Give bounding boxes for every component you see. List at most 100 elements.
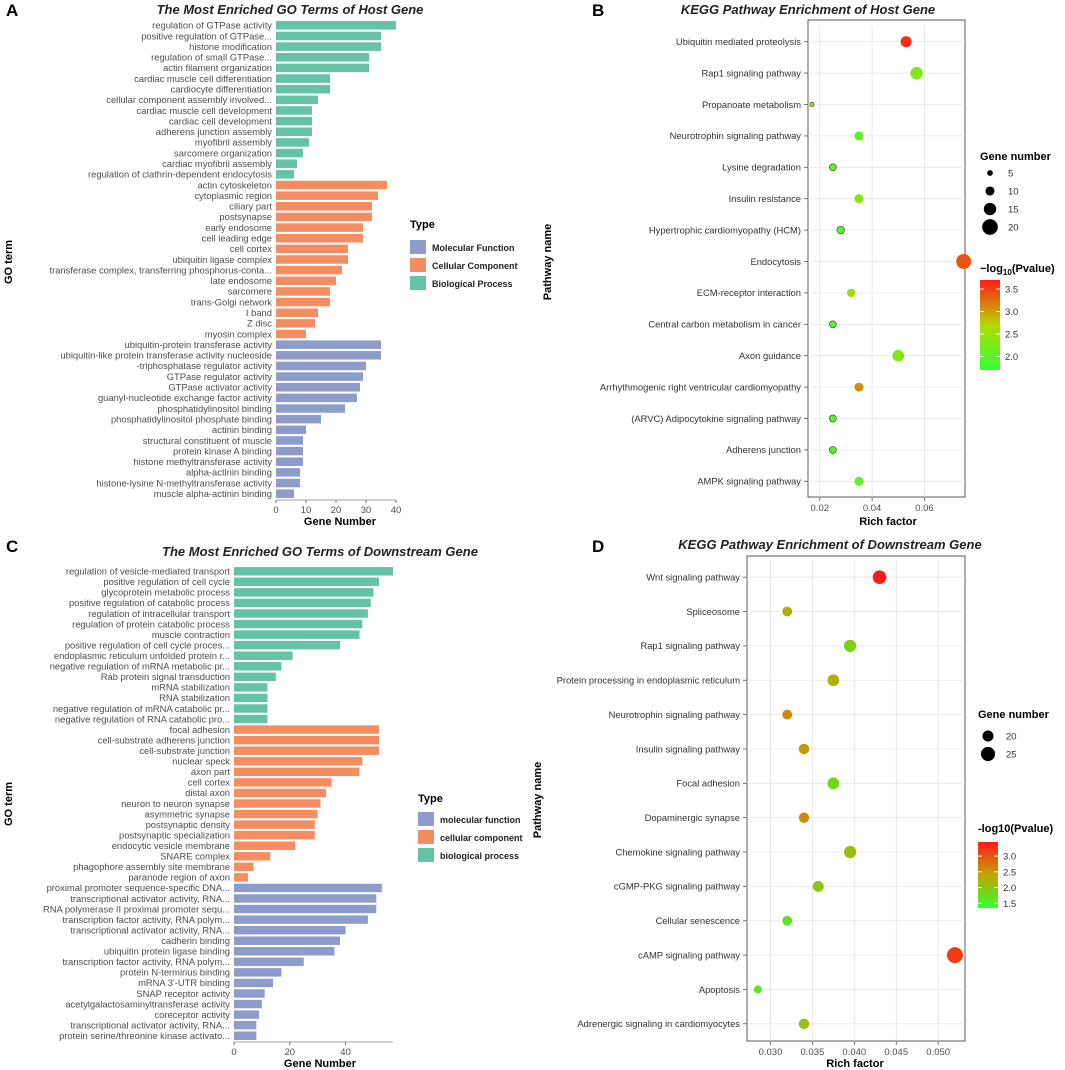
panel-c-category-label: cell cortex: [188, 777, 231, 788]
panel-b-color-title-prefix: −log: [980, 263, 1003, 275]
panel-a-bar: [276, 382, 360, 392]
panel-c-label: C: [6, 537, 18, 556]
panel-c-category-label: postsynaptic specialization: [119, 829, 230, 840]
panel-a-bar: [276, 287, 330, 296]
panel-b-pathway-label: Insulin resistance: [729, 193, 801, 204]
panel-a-legend-title: Type: [410, 219, 435, 231]
panel-a-bar: [276, 223, 363, 232]
panel-a-bar: [276, 74, 330, 83]
legend-swatch-molecular-function: [410, 240, 426, 254]
legend-label-cellular-component-c: cellular component: [440, 833, 523, 843]
panel-c-bar: [234, 577, 380, 587]
panel-b-size-legend-dot: [983, 202, 997, 216]
panel-d-point: [782, 915, 793, 926]
panel-a-category-label: sarcomere organization: [174, 147, 272, 158]
panel-d-point: [753, 985, 762, 994]
panel-a-category-label: structural constituent of muscle: [143, 435, 272, 446]
panel-b-color-legend-title: −log10(Pvalue): [980, 263, 1055, 277]
panel-b-pathway-label: AMPK signaling pathway: [697, 476, 801, 487]
panel-c-bars: regulation of vesicle-mediated transport…: [43, 566, 393, 1041]
panel-a-category-label: Z disc: [247, 318, 272, 329]
panel-c-legend-title: Type: [418, 793, 443, 805]
panel-c-category-label: neuron to neuron synapse: [121, 798, 230, 809]
panel-c-category-label: ubiquitin protein ligase binding: [104, 946, 230, 957]
panel-d-label: D: [592, 537, 604, 556]
panel-d-points: [753, 570, 963, 1030]
panel-d-pathway-label: cAMP signaling pathway: [638, 949, 740, 960]
panel-c-bar: [234, 640, 340, 650]
panel-b-pathway-label: Arrhythmogenic right ventricular cardiom…: [600, 381, 801, 392]
panel-a-bar: [276, 21, 396, 30]
panel-b-point: [829, 320, 837, 329]
legend-label-molecular-function-c: molecular function: [440, 815, 521, 825]
panel-d-x-tick-label: 0.035: [801, 1047, 825, 1058]
panel-a-bar: [276, 340, 381, 349]
panel-a-bar: [276, 63, 369, 73]
panel-b-x-tick-label: 0.04: [863, 503, 882, 514]
panel-a-category-label: histone methyltransferase activity: [133, 456, 272, 467]
panel-b-pathway-label: Propanoate metabolism: [702, 99, 801, 110]
panel-d-size-legend-label: 20: [1006, 732, 1017, 743]
panel-b-point: [854, 382, 864, 392]
panel-c-category-label: cell-substrate junction: [139, 745, 230, 756]
panel-a-bar: [276, 233, 363, 243]
panel-c-category-label: proximal promoter sequence-specific DNA.…: [47, 882, 230, 893]
panel-c-category-label: endocytic vesicle membrane: [112, 840, 230, 851]
legend-swatch-molecular-function-c: [418, 812, 434, 826]
panel-b-size-legend-label: 5: [1008, 169, 1013, 180]
panel-d-size-legend-title: Gene number: [978, 709, 1050, 721]
panel-c-category-label: Rab protein signal transduction: [101, 671, 230, 682]
panel-d-x-tick-label: 0.050: [926, 1047, 950, 1058]
panel-a-category-label: regulation of GTPase activity: [152, 20, 272, 31]
panel-c-bar: [234, 714, 268, 724]
panel-c-bar: [234, 609, 368, 618]
panel-c-bar: [234, 683, 268, 692]
panel-d-x-tick-label: 0.030: [759, 1047, 783, 1058]
panel-c-bar: [234, 725, 380, 734]
panel-c-category-label: acetylgalactosaminyltransferase activity: [65, 998, 230, 1009]
panel-d-xlabel: Rich factor: [826, 1058, 884, 1070]
panel-b-title: KEGG Pathway Enrichment of Host Gene: [681, 2, 935, 17]
panel-b-point: [854, 194, 864, 204]
panel-c-bar: [234, 693, 268, 703]
legend-swatch-biological-process-c: [418, 848, 434, 862]
panel-b-color-title-suffix: (Pvalue): [1012, 263, 1055, 275]
panel-c-bar: [234, 830, 315, 840]
panel-a-bar: [276, 202, 372, 211]
panel-a-bar: [276, 106, 312, 115]
panel-c-category-label: transcriptional activator activity, RNA.…: [70, 924, 230, 935]
panel-c-bar: [234, 672, 276, 682]
panel-c-category-label: phagophore assembly site membrane: [73, 861, 230, 872]
panel-a-category-label: transferase complex, transferring phosph…: [49, 264, 272, 275]
panel-c-bar: [234, 809, 318, 819]
panel-d-pathway-label: Rap1 signaling pathway: [640, 640, 740, 651]
panel-b-x-tick-label: 0.02: [811, 503, 830, 514]
panel-b-pathway-label: Neurotrophin signaling pathway: [670, 130, 802, 141]
panel-c-bar: [234, 778, 332, 787]
panel-b-point: [956, 253, 972, 270]
panel-a-bar: [276, 297, 330, 307]
panel-a-category-label: regulation of clathrin-dependent endocyt…: [88, 169, 272, 180]
panel-a-category-label: actin filament organization: [163, 62, 272, 73]
panel-a-category-label: late endosome: [210, 275, 272, 286]
panel-c-category-label: positive regulation of cell cycle proces…: [65, 639, 230, 650]
panel-b-size-legend-dot: [987, 170, 993, 176]
panel-a-title: The Most Enriched GO Terms of Host Gene: [157, 2, 424, 17]
panel-a-bar: [276, 361, 366, 371]
panel-c-category-label: nuclear speck: [172, 756, 230, 767]
panel-c-bar: [234, 936, 340, 945]
panel-b-plot-area: [807, 19, 966, 498]
panel-c-category-label: RNA stabilization: [159, 692, 230, 703]
panel-b-pathway-label: Endocytosis: [750, 256, 801, 267]
panel-c-ylabel: GO term: [3, 782, 15, 826]
panel-d-xaxis: 0.030 0.035 0.040 0.045 0.050: [759, 1041, 950, 1058]
panel-b-label: B: [592, 1, 604, 20]
panel-d-point: [827, 777, 840, 790]
panel-a-category-label: cardiac myofibril assembly: [162, 158, 272, 169]
panel-d-colorbar-label: 2.0: [1003, 883, 1016, 894]
panel-a-xlabel: Gene Number: [304, 516, 377, 528]
panel-b-point: [900, 36, 912, 48]
panel-a-legend: Type Molecular Function Cellular Compone…: [410, 219, 518, 290]
panel-d-size-legend-label: 25: [1006, 750, 1017, 761]
panel-a-bar: [276, 308, 318, 317]
